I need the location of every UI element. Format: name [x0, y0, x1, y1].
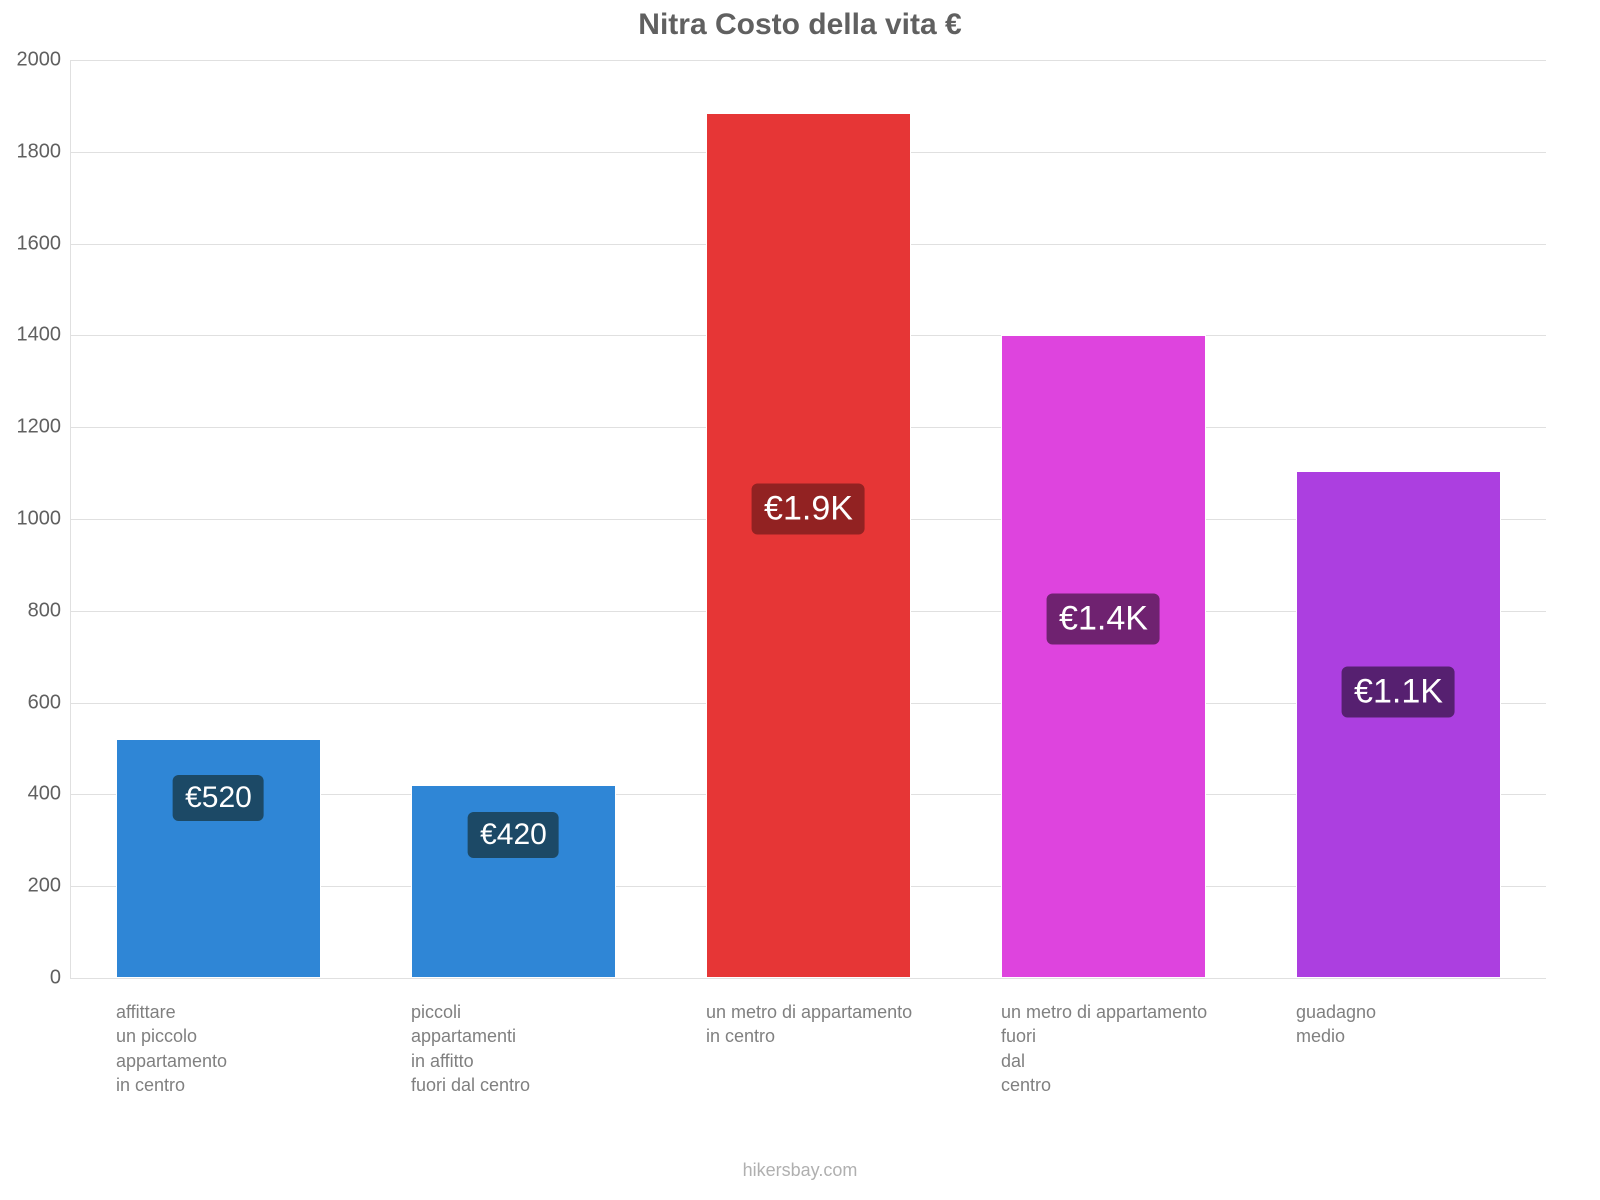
x-axis-label: piccoli appartamenti in affitto fuori da… — [411, 1000, 691, 1097]
bars-group: €520 €420 €1.9K €1.4K €1.1K — [71, 60, 1546, 978]
y-tick-label: 1200 — [17, 416, 72, 439]
bar: €420 — [411, 785, 616, 978]
y-tick-label: 1400 — [17, 324, 72, 347]
y-tick-label: 200 — [28, 875, 71, 898]
y-tick-label: 600 — [28, 691, 71, 714]
y-tick-label: 1800 — [17, 140, 72, 163]
value-badge: €1.4K — [1047, 593, 1160, 644]
bar: €1.9K — [706, 113, 911, 978]
x-axis-label: un metro di appartamento fuori dal centr… — [1001, 1000, 1281, 1097]
y-tick-label: 1600 — [17, 232, 72, 255]
plot-area: 0200400600800100012001400160018002000 €5… — [70, 60, 1546, 979]
bar: €520 — [116, 739, 321, 978]
value-badge: €1.1K — [1342, 667, 1455, 718]
x-axis-label: affittare un piccolo appartamento in cen… — [116, 1000, 396, 1097]
value-badge: €1.9K — [752, 483, 865, 534]
y-tick-label: 2000 — [17, 49, 72, 72]
value-badge: €520 — [173, 775, 264, 821]
y-tick-label: 400 — [28, 783, 71, 806]
bar: €1.1K — [1296, 471, 1501, 978]
chart-container: Nitra Costo della vita € 020040060080010… — [0, 0, 1600, 1200]
y-tick-label: 1000 — [17, 508, 72, 531]
y-tick-label: 800 — [28, 599, 71, 622]
chart-title: Nitra Costo della vita € — [0, 8, 1600, 42]
x-axis-label: un metro di appartamento in centro — [706, 1000, 986, 1049]
x-axis-label: guadagno medio — [1296, 1000, 1576, 1049]
value-badge: €420 — [468, 812, 559, 858]
chart-footer: hikersbay.com — [0, 1160, 1600, 1181]
bar: €1.4K — [1001, 335, 1206, 978]
y-tick-label: 0 — [50, 967, 71, 990]
